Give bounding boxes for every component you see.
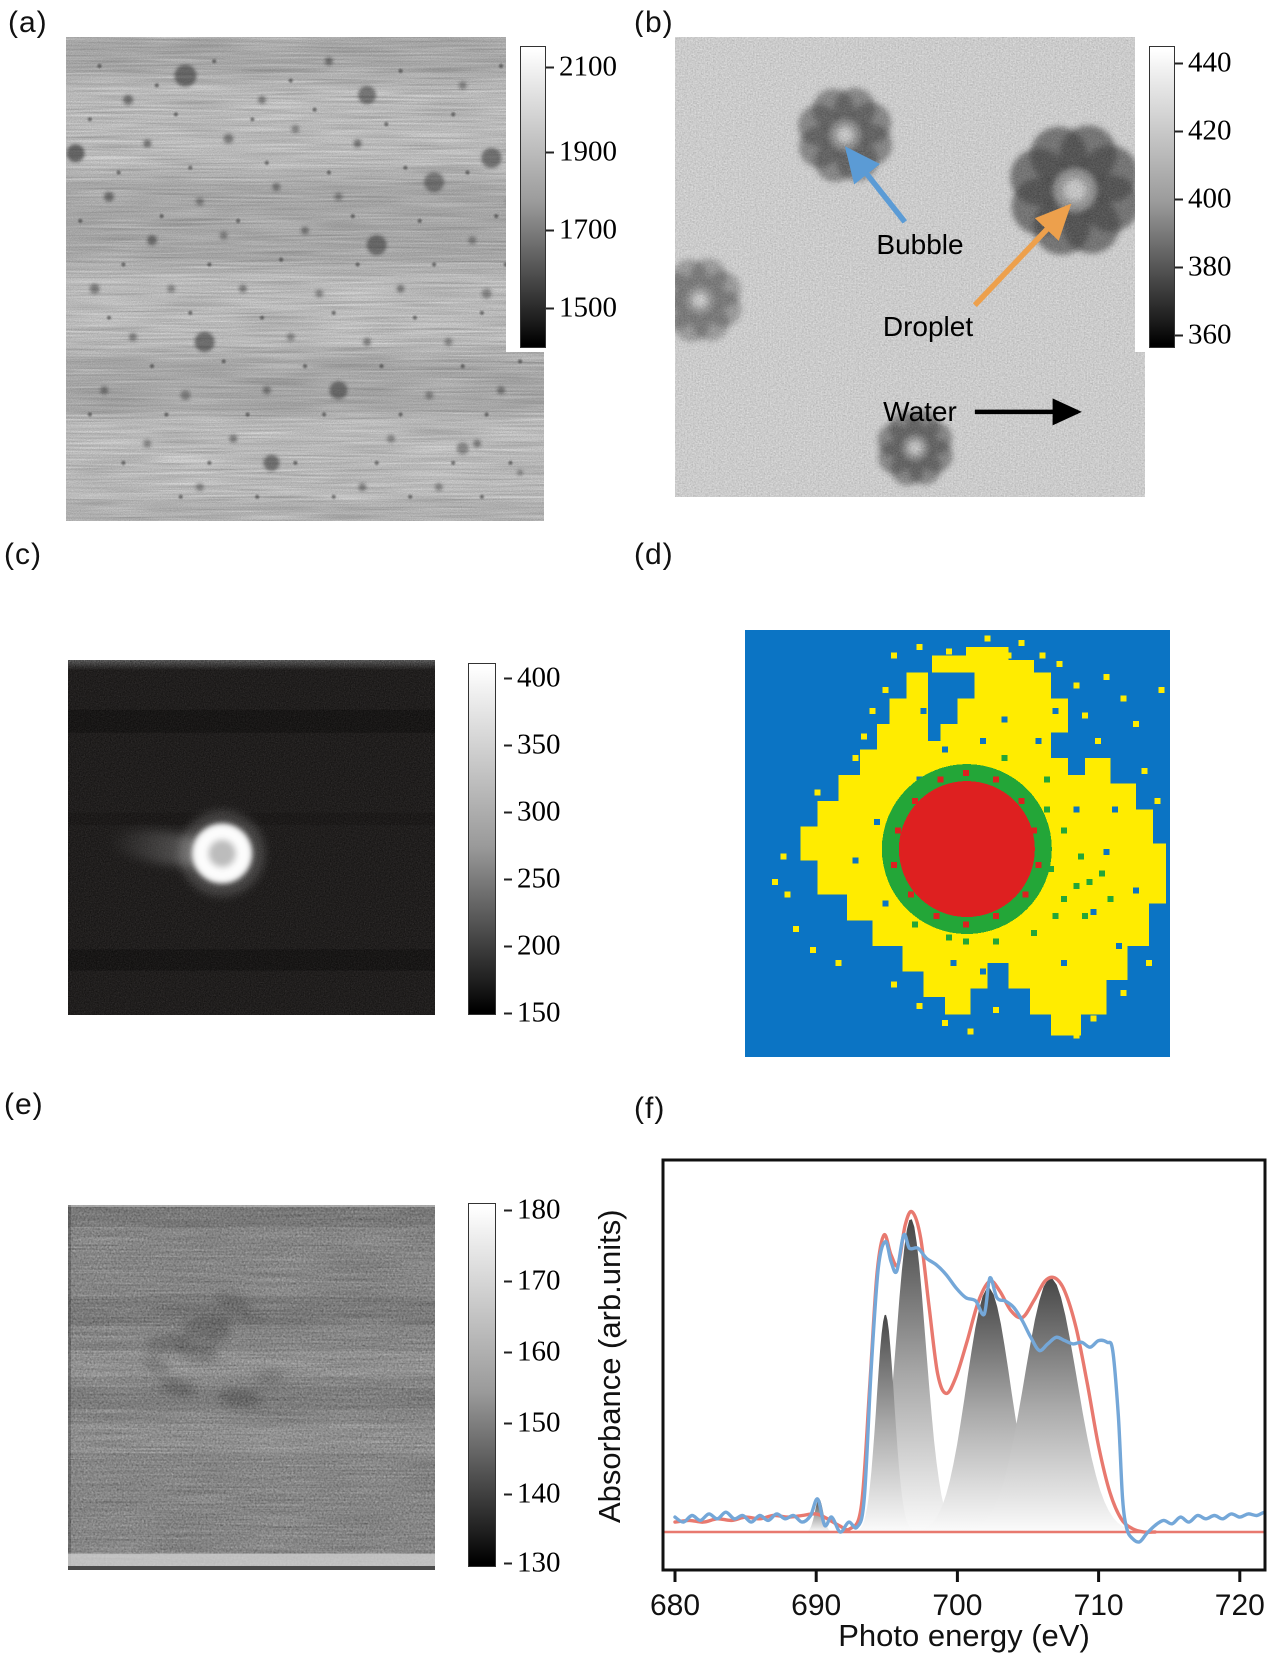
colorbar-tick-mark bbox=[504, 1012, 512, 1014]
colorbar-tick-mark bbox=[504, 1351, 512, 1353]
colorbar-tick-mark bbox=[504, 1493, 512, 1495]
panel-b-colorbar: 440 420 400 380 360 bbox=[1135, 37, 1269, 352]
panel-label-f: (f) bbox=[634, 1092, 666, 1125]
colorbar-tick-mark bbox=[546, 307, 554, 309]
colorbar-tick-label: 360 bbox=[1188, 318, 1232, 351]
colorbar-tick-label: 300 bbox=[517, 795, 561, 828]
colorbar-tick-mark bbox=[1175, 130, 1183, 132]
colorbar-tick-mark bbox=[504, 811, 512, 813]
colorbar-tick-label: 1900 bbox=[559, 135, 617, 168]
colorbar-tick-mark bbox=[504, 945, 512, 947]
colorbar-tick-mark bbox=[504, 1280, 512, 1282]
droplet-annotation-label: Droplet bbox=[882, 311, 974, 342]
colorbar-tick-label: 140 bbox=[517, 1477, 561, 1510]
colorbar-tick-label: 130 bbox=[517, 1546, 561, 1579]
colorbar-tick-mark bbox=[546, 151, 554, 153]
xas-spectrum-chart: 680 690 700 710 720 bbox=[650, 1158, 1267, 1622]
colorbar-tick-label: 160 bbox=[517, 1335, 561, 1368]
panel-b-xray-microscopy-image bbox=[675, 37, 1145, 497]
colorbar-tick-mark bbox=[504, 878, 512, 880]
colorbar-tick-mark bbox=[504, 1562, 512, 1564]
panel-label-a: (a) bbox=[8, 6, 48, 39]
colorbar-tick-mark bbox=[504, 1209, 512, 1211]
panel-label-c: (c) bbox=[4, 538, 42, 571]
panel-e-noise-image bbox=[68, 1205, 435, 1570]
panel-d-segmentation-map bbox=[745, 630, 1170, 1057]
colorbar-tick-label: 200 bbox=[517, 929, 561, 962]
panel-a-colorbar-gradient bbox=[520, 46, 546, 348]
panel-e-colorbar-gradient bbox=[468, 1203, 496, 1567]
colorbar-tick-mark bbox=[546, 66, 554, 68]
colorbar-tick-mark bbox=[504, 744, 512, 746]
panel-e-colorbar: 180 170 160 150 140 130 bbox=[468, 1195, 588, 1579]
panel-label-b: (b) bbox=[634, 6, 674, 39]
y-axis-label: Absorbance (arb.units) bbox=[592, 1209, 627, 1523]
colorbar-tick-label: 380 bbox=[1188, 250, 1232, 283]
x-tick-label: 720 bbox=[1215, 1589, 1265, 1622]
x-tick-label: 710 bbox=[1074, 1589, 1124, 1622]
colorbar-tick-mark bbox=[1175, 62, 1183, 64]
panel-label-d: (d) bbox=[634, 538, 674, 571]
x-tick-label: 690 bbox=[791, 1589, 841, 1622]
panel-c-fluorescence-image bbox=[68, 660, 435, 1015]
x-tick-label: 700 bbox=[932, 1589, 982, 1622]
panel-c-colorbar: 400 350 300 250 200 150 bbox=[468, 661, 588, 1027]
x-axis-label: Photo energy (eV) bbox=[838, 1618, 1090, 1653]
colorbar-tick-label: 2100 bbox=[559, 50, 617, 83]
panel-label-e: (e) bbox=[4, 1088, 44, 1121]
colorbar-tick-label: 1700 bbox=[559, 213, 617, 246]
colorbar-tick-mark bbox=[546, 229, 554, 231]
colorbar-tick-mark bbox=[1175, 198, 1183, 200]
colorbar-tick-label: 150 bbox=[517, 996, 561, 1029]
water-annotation-label: Water bbox=[883, 396, 957, 427]
colorbar-tick-label: 180 bbox=[517, 1193, 561, 1226]
colorbar-tick-mark bbox=[1175, 266, 1183, 268]
colorbar-tick-mark bbox=[504, 1422, 512, 1424]
colorbar-tick-label: 170 bbox=[517, 1264, 561, 1297]
colorbar-tick-label: 440 bbox=[1188, 46, 1232, 79]
colorbar-tick-label: 400 bbox=[517, 661, 561, 694]
x-tick-label: 680 bbox=[650, 1589, 700, 1622]
panel-a-afm-topography-image bbox=[66, 37, 544, 521]
colorbar-tick-label: 420 bbox=[1188, 114, 1232, 147]
colorbar-tick-mark bbox=[504, 677, 512, 679]
colorbar-tick-mark bbox=[1175, 334, 1183, 336]
colorbar-tick-label: 1500 bbox=[559, 291, 617, 324]
colorbar-tick-label: 400 bbox=[1188, 182, 1232, 215]
panel-c-colorbar-gradient bbox=[468, 663, 496, 1015]
panel-b-colorbar-gradient bbox=[1149, 46, 1175, 348]
colorbar-tick-label: 250 bbox=[517, 862, 561, 895]
bubble-annotation-label: Bubble bbox=[876, 229, 964, 260]
colorbar-tick-label: 150 bbox=[517, 1406, 561, 1439]
panel-a-colorbar: 2100 1900 1700 1500 bbox=[506, 37, 648, 352]
colorbar-tick-label: 350 bbox=[517, 728, 561, 761]
